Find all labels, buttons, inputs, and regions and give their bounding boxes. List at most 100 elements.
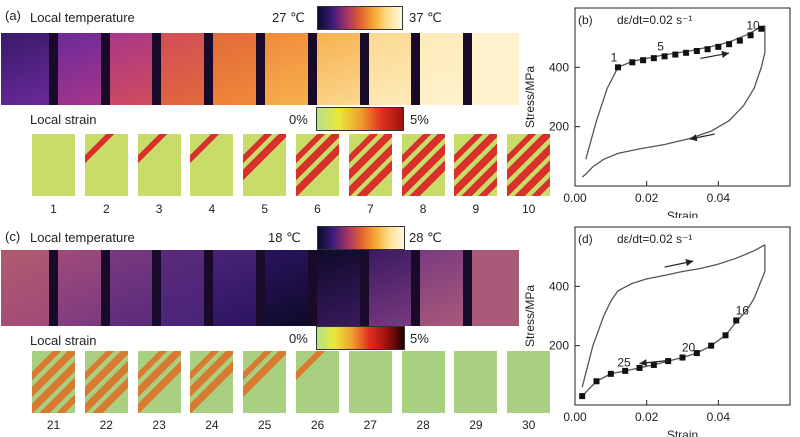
chart-b-data-marker	[661, 53, 668, 60]
chart-d-data-marker	[593, 378, 600, 385]
panel-a-thermal-frame	[467, 33, 519, 105]
panel-a-frame-number: 5	[261, 202, 269, 216]
panel-c-strain-tile	[507, 351, 551, 413]
panel-c-thermal-frame	[156, 250, 210, 326]
chart-b-data-marker	[747, 32, 754, 39]
chart-b-point-label: 10	[746, 18, 760, 32]
chart-d-unloading-curve	[581, 271, 766, 397]
panel-c-temp-title: Local temperature	[30, 230, 135, 245]
chart-b-data-marker	[726, 41, 733, 48]
panel-c-thermal-frame	[415, 250, 469, 326]
chart-b-data-marker	[758, 25, 765, 32]
panel-a-thermal-frame	[415, 33, 469, 105]
panel-c-strain-title: Local strain	[30, 333, 97, 348]
panel-a-strain-tile	[137, 134, 181, 196]
chart-d-panel-label: (d)	[578, 232, 593, 246]
chart-d-point-label: 25	[617, 355, 631, 369]
panel-a-strain-cb-min: 0%	[289, 112, 308, 127]
chart-b-data-marker	[629, 59, 636, 66]
chart-d-x-tick-label: 0.00	[563, 410, 587, 424]
chart-b-data-marker	[704, 46, 711, 53]
panel-a-frame-separator	[152, 33, 162, 105]
panel-c-strain-tile	[454, 351, 498, 413]
chart-b-data-marker	[693, 48, 700, 55]
chart-b-x-tick-label: 0.02	[635, 191, 659, 205]
panel-c-strain-tile	[348, 351, 392, 413]
panel-a-thermal-frame	[156, 33, 210, 105]
panel-c-label: (c)	[5, 229, 21, 244]
panel-c-frame-number: 23	[152, 418, 166, 432]
panel-c-strain-tile	[137, 351, 181, 413]
panel-c-frame-number: 29	[469, 418, 483, 432]
panel-c-thermal-frame	[363, 250, 417, 326]
panel-a-frame-separator	[463, 33, 473, 105]
panel-a-frame-number: 7	[366, 202, 374, 216]
panel-a-temp-cb-min: 27 ℃	[272, 10, 305, 25]
panel-c-temp-cb-max: 28 ℃	[409, 230, 442, 245]
panel-c-thermal-frame	[311, 250, 365, 326]
chart-b-y-tick-label: 400	[549, 60, 569, 74]
panel-c-temp-colorbar	[317, 226, 405, 250]
panel-a-frame-number: 2	[102, 202, 110, 216]
chart-b-unloading-curve	[581, 52, 766, 178]
chart-b-data-marker	[672, 51, 679, 58]
chart-d-data-marker	[722, 332, 729, 339]
chart-b: 0.00 0.02 0.04 200 400 Strain Stress/MPa (b) dε/…	[523, 7, 791, 218]
chart-d-direction-arrow	[664, 259, 694, 268]
chart-d-loading-curve	[581, 244, 766, 388]
panel-c-thermal-frame	[467, 250, 519, 326]
panel-c-frame-separator	[307, 250, 317, 326]
panel-a-frame-number: 10	[522, 202, 536, 216]
chart-b-rate-annotation: dε/dt=0.02 s⁻¹	[617, 13, 692, 27]
panel-a-temp-cb-max: 37 ℃	[409, 10, 442, 25]
panel-a-frame-number: 4	[208, 202, 216, 216]
panel-a-thermal-frame	[1, 33, 54, 105]
panel-a-strain-tile	[84, 134, 128, 196]
chart-d-y-tick-label: 400	[549, 279, 569, 293]
panel-c-frame-separator	[100, 250, 110, 326]
panel-c-strain-tile	[243, 351, 287, 413]
panel-c-frame-number: 24	[205, 418, 219, 432]
chart-b-x-tick-label: 0.00	[563, 191, 587, 205]
panel-a-strain-colorbar	[316, 107, 404, 131]
panel-c-thermal-frame	[1, 250, 54, 326]
chart-b-data-marker	[650, 55, 657, 62]
panel-a-strain-tile	[32, 134, 75, 196]
panel-c-strain-colorbar	[316, 326, 405, 350]
panel-c-frame-separator	[48, 250, 58, 326]
panel-a-frame-number: 8	[419, 202, 427, 216]
panel-c-thermal-frame	[208, 250, 261, 326]
chart-b-data-marker	[683, 49, 690, 56]
chart-b-point-label: 5	[657, 39, 664, 53]
panel-c-strain-tile	[84, 351, 128, 413]
panel-a-strain-tile	[401, 134, 445, 196]
chart-b-y-axis-label: Stress/MPa	[523, 66, 537, 128]
chart-d-data-marker	[679, 354, 686, 361]
panel-a-frame-number: 6	[314, 202, 321, 216]
panel-a-frame-separator	[204, 33, 214, 105]
panel-c-frame-number: 25	[258, 418, 272, 432]
chart-d-data-marker	[650, 361, 657, 368]
panel-c-frame-separator	[256, 250, 265, 326]
chart-d-direction-arrow	[639, 359, 669, 367]
panel-a-strain-tile	[507, 134, 551, 196]
chart-d-point-label: 16	[736, 303, 750, 317]
chart-b-data-marker	[615, 64, 621, 71]
panel-c-frame-separator	[359, 250, 369, 326]
chart-d: 0.00 0.02 0.04 200 400 Strain Stress/MPa (d) dε/…	[523, 226, 791, 437]
panel-a-thermal-frame	[52, 33, 106, 105]
panel-c-strain-tile	[296, 351, 339, 413]
panel-a-frame-number: 3	[155, 202, 163, 216]
chart-b-data-marker	[715, 43, 722, 50]
chart-b-point-label: 1	[611, 50, 618, 64]
panel-c-frame-number: 26	[310, 418, 325, 432]
panel-c-frame-separator	[411, 250, 421, 326]
chart-b-direction-arrow	[700, 50, 730, 60]
chart-b-data-marker	[736, 37, 743, 44]
panel-c-strain-cb-min: 0%	[289, 331, 308, 346]
panel-c-strain-tile	[401, 351, 445, 413]
panel-c-thermal-frame	[104, 250, 158, 326]
panel-c-frame-number: 27	[363, 418, 377, 432]
panel-c-thermal-strip	[1, 250, 519, 326]
panel-a-strain-tile	[348, 134, 392, 196]
